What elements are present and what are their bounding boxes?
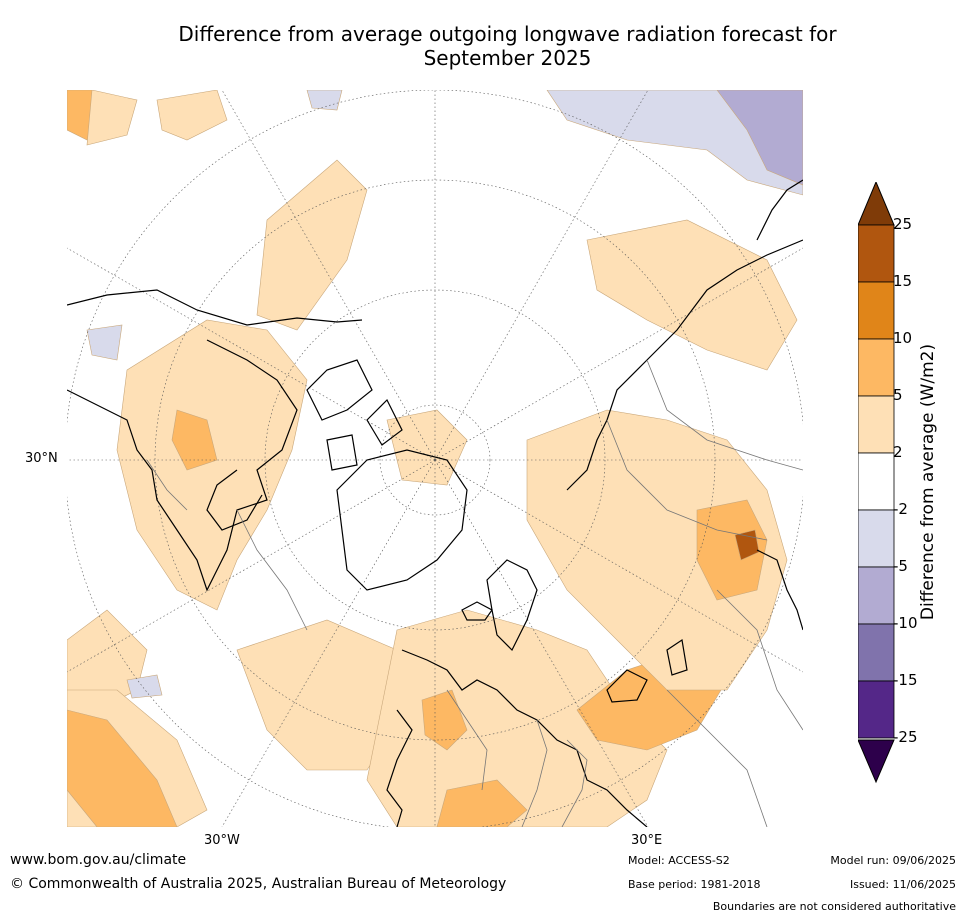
color-legend: 25 15 10 5 2 -2 -5 -10 -15 -25 <box>850 180 965 790</box>
legend-tick-label: 10 <box>893 329 913 347</box>
legend-tick-label: -25 <box>893 728 918 746</box>
anomaly-area-asia <box>526 409 788 691</box>
anomaly-area-tibet <box>696 499 768 601</box>
legend-under-triangle <box>858 739 895 784</box>
anomaly-area-negative-west <box>86 324 123 361</box>
coast-iceland <box>461 601 493 621</box>
anomaly-area-negative-strong <box>716 90 803 186</box>
anomaly-area-northern-canada <box>156 90 228 141</box>
country-borders <box>146 359 803 827</box>
graticule <box>67 90 803 827</box>
legend-bin <box>858 395 895 454</box>
legend-tick-label: -2 <box>893 500 908 518</box>
footer-base-period: Base period: 1981-2018 <box>628 878 761 891</box>
anomaly-shading <box>67 90 803 827</box>
legend-tick-label: 5 <box>893 386 903 404</box>
footer-issued: Issued: 11/06/2025 <box>849 878 956 891</box>
legend-bin <box>858 509 895 568</box>
legend-over-triangle <box>858 182 895 226</box>
longitude-label-30w: 30°W <box>204 833 240 848</box>
legend-bin <box>858 224 895 283</box>
coast-greenland <box>336 449 468 591</box>
anomaly-area-great-lakes <box>171 409 218 471</box>
longitude-label-30e: 30°E <box>631 833 663 848</box>
legend-tick-label: 2 <box>893 443 903 461</box>
anomaly-area-pacific-north <box>86 90 138 146</box>
legend-bin <box>858 281 895 340</box>
legend-tick-label: 25 <box>893 215 913 233</box>
title-line-1: Difference from average outgoing longwav… <box>178 22 837 46</box>
anomaly-area-negative-small <box>306 90 343 111</box>
legend-tick-label: -5 <box>893 557 908 575</box>
legend-tick-label: 15 <box>893 272 913 290</box>
coast-hudson-bay <box>206 469 263 531</box>
anomaly-area-europe <box>366 609 668 827</box>
anomaly-area-north-america <box>116 319 308 611</box>
forecast-map[interactable] <box>67 90 803 827</box>
legend-tick-label: -10 <box>893 614 918 632</box>
coast-scandinavia <box>486 559 538 652</box>
anomaly-area-greenland-west <box>256 159 368 331</box>
latitude-label-30n: 30°N <box>25 451 58 466</box>
anomaly-area-iberia <box>421 689 468 751</box>
coast-asia-east <box>756 549 803 631</box>
footer-website[interactable]: www.bom.gov.au/climate <box>10 852 187 868</box>
anomaly-area-siberia-north <box>586 219 798 371</box>
title-line-2: September 2025 <box>423 46 592 70</box>
footer-model-run: Model run: 09/06/2025 <box>830 854 956 867</box>
legend-bin <box>858 452 895 511</box>
footer-copyright: © Commonwealth of Australia 2025, Austra… <box>10 876 507 892</box>
legend-tick-label: -15 <box>893 671 918 689</box>
legend-bin <box>858 338 895 397</box>
legend-bin <box>858 566 895 625</box>
coast-canadian-archipelago <box>306 359 403 471</box>
coastlines <box>67 179 803 827</box>
map-canvas <box>67 90 803 827</box>
coast-kamchatka <box>756 179 803 241</box>
legend-title: Difference from average (W/m2) <box>918 343 938 621</box>
anomaly-area-pole <box>386 409 468 486</box>
anomaly-area-pacific-strong <box>67 709 178 827</box>
anomaly-area-negative-pacific <box>126 674 163 699</box>
anomaly-area-mediterranean <box>436 779 528 827</box>
color-legend-bar <box>858 182 895 784</box>
coast-black-caspian <box>606 638 688 703</box>
footer-boundaries-note: Boundaries are not considered authoritat… <box>712 900 956 913</box>
legend-bin <box>858 623 895 682</box>
legend-bin <box>858 680 895 739</box>
chart-title: Difference from average outgoing longwav… <box>60 22 955 70</box>
coast-north-america <box>67 289 363 592</box>
coast-europe <box>386 649 648 827</box>
footer-model: Model: ACCESS-S2 <box>628 854 730 867</box>
